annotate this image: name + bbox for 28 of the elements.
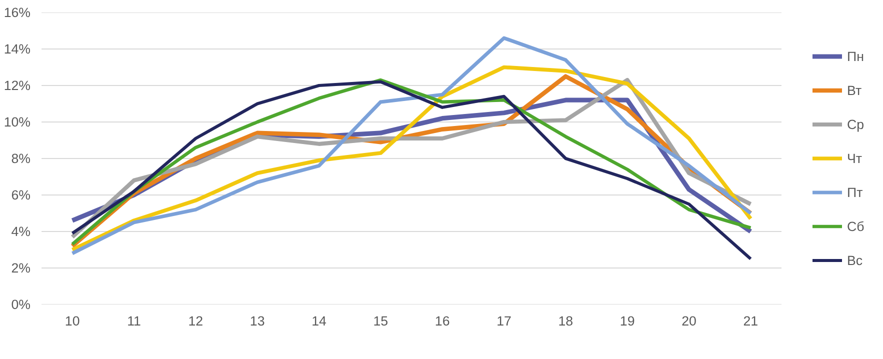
legend-label: Пн (847, 48, 865, 64)
x-tick-label: 12 (188, 314, 204, 328)
legend-label: Вс (847, 252, 864, 268)
x-tick-label: 19 (620, 314, 635, 328)
y-tick-label: 4% (11, 224, 31, 239)
x-tick-label: 17 (496, 314, 512, 328)
y-tick-label: 14% (4, 42, 31, 56)
legend-label: Чт (847, 150, 863, 166)
legend-label: Ср (847, 116, 866, 132)
y-tick-label: 8% (11, 151, 31, 166)
x-tick-label: 16 (434, 314, 450, 328)
x-tick-label: 10 (64, 314, 80, 328)
legend-label: Сб (847, 218, 866, 234)
legend-label: Пт (847, 184, 864, 200)
y-tick-label: 16% (4, 5, 31, 20)
x-tick-label: 11 (127, 314, 141, 328)
y-tick-label: 0% (11, 297, 31, 312)
x-tick-label: 14 (312, 314, 327, 328)
x-tick-label: 20 (682, 314, 696, 328)
x-tick-label: 18 (558, 314, 574, 328)
x-tick-label: 13 (250, 314, 265, 328)
x-tick-label: 21 (743, 314, 758, 328)
y-tick-label: 12% (4, 78, 31, 93)
y-tick-label: 2% (11, 260, 31, 276)
y-tick-label: 10% (4, 114, 31, 130)
x-tick-label: 15 (373, 314, 388, 328)
y-tick-label: 6% (11, 188, 31, 202)
legend-label: Вт (847, 82, 863, 98)
